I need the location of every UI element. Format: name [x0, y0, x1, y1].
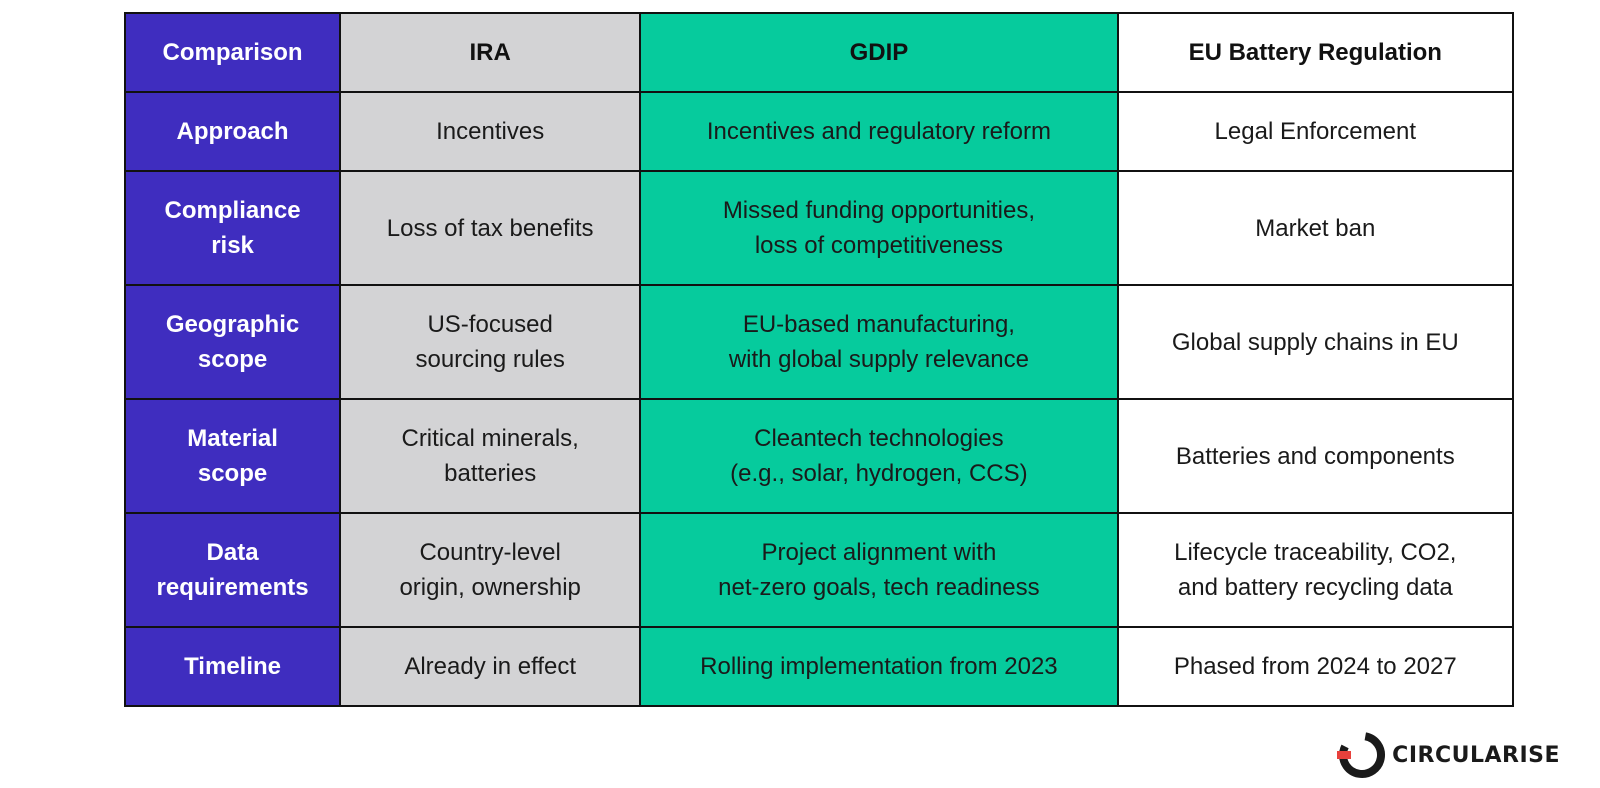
row-label-compliance-risk: Compliance risk [123, 170, 342, 286]
cell-gdip: Missed funding opportunities, loss of co… [639, 170, 1119, 286]
circularise-logo: CIRCULARISE [1334, 728, 1560, 782]
cell-ira: Country-level origin, ownership [339, 512, 642, 628]
header-gdip: GDIP [639, 12, 1119, 93]
circularise-logo-icon [1337, 732, 1386, 778]
cell-gdip: EU-based manufacturing, with global supp… [639, 284, 1119, 400]
cell-eu: Batteries and components [1116, 398, 1515, 514]
cell-ira: Critical minerals, batteries [339, 398, 642, 514]
table-row: Approach Incentives Incentives and regul… [123, 91, 1515, 172]
header-ira: IRA [339, 12, 642, 93]
comparison-table: Comparison IRA GDIP EU Battery Regulatio… [123, 12, 1515, 707]
table-row: Geographic scope US-focused sourcing rul… [123, 284, 1515, 400]
cell-eu: Legal Enforcement [1116, 91, 1515, 172]
row-label-geographic-scope: Geographic scope [123, 284, 342, 400]
table-row: Data requirements Country-level origin, … [123, 512, 1515, 628]
cell-ira: Incentives [339, 91, 642, 172]
cell-eu: Global supply chains in EU [1116, 284, 1515, 400]
row-label-data-requirements: Data requirements [123, 512, 342, 628]
table-row: Material scope Critical minerals, batter… [123, 398, 1515, 514]
table-header-row: Comparison IRA GDIP EU Battery Regulatio… [123, 12, 1515, 93]
table-row: Timeline Already in effect Rolling imple… [123, 626, 1515, 707]
table-row: Compliance risk Loss of tax benefits Mis… [123, 170, 1515, 286]
row-label-timeline: Timeline [123, 626, 342, 707]
cell-gdip: Incentives and regulatory reform [639, 91, 1119, 172]
cell-ira: Already in effect [339, 626, 642, 707]
header-eu-battery-regulation: EU Battery Regulation [1116, 12, 1515, 93]
cell-eu: Lifecycle traceability, CO2, and battery… [1116, 512, 1515, 628]
cell-ira: US-focused sourcing rules [339, 284, 642, 400]
cell-gdip: Project alignment with net-zero goals, t… [639, 512, 1119, 628]
cell-eu: Market ban [1116, 170, 1515, 286]
cell-ira: Loss of tax benefits [339, 170, 642, 286]
row-label-material-scope: Material scope [123, 398, 342, 514]
cell-gdip: Rolling implementation from 2023 [639, 626, 1119, 707]
cell-eu: Phased from 2024 to 2027 [1116, 626, 1515, 707]
cell-gdip: Cleantech technologies (e.g., solar, hyd… [639, 398, 1119, 514]
header-comparison: Comparison [123, 12, 342, 93]
row-label-approach: Approach [123, 91, 342, 172]
logo-text: CIRCULARISE [1392, 742, 1560, 768]
